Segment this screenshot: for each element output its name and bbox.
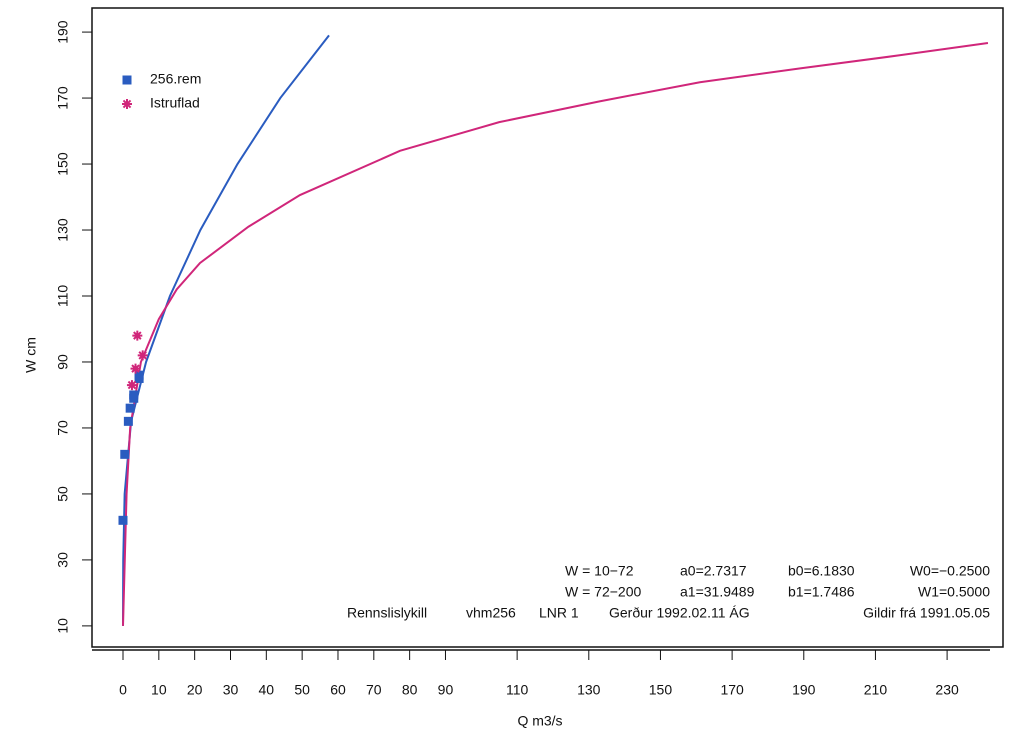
x-tick-label: 50 [294,682,310,698]
y-tick-label: 150 [55,152,71,176]
y-tick-label: 30 [55,552,71,568]
y-tick-label: 110 [55,285,71,308]
annotation: W0=−0.2500 [910,563,990,579]
point [120,449,130,459]
annotation: W = 72−200 [565,584,641,600]
point [137,350,148,361]
plot-frame [91,7,1004,648]
x-tick-label: 80 [402,682,418,698]
point [125,403,135,413]
annotation: W1=0.5000 [918,584,990,600]
y-tick-label: 10 [55,618,71,634]
legend-marker [122,75,132,85]
annotation: Gildir frá 1991.05.05 [863,605,990,621]
point [130,363,141,374]
legend-label: 256.rem [150,71,201,87]
y-tick-label: 130 [55,218,71,242]
curve [122,34,330,626]
annotation: b1=1.7486 [788,584,855,600]
x-tick-label: 230 [935,682,959,698]
point [126,380,137,391]
annotation: LNR 1 [539,605,579,621]
curve [121,41,989,626]
y-tick-label: 190 [55,20,71,44]
x-tick-label: 20 [187,682,203,698]
y-tick-label: 90 [55,354,71,370]
annotation: Rennslislykill [347,605,427,621]
x-tick-label: 130 [577,682,601,698]
annotation: a0=2.7317 [680,563,747,579]
annotation: a1=31.9489 [680,584,755,600]
point [132,330,143,341]
annotation: Gerður 1992.02.11 ÁG [609,605,750,621]
x-axis-label: Q m3/s [517,713,562,729]
point [123,416,133,426]
annotation: vhm256 [466,605,516,621]
x-tick-label: 0 [119,682,127,698]
y-tick-label: 170 [55,86,71,110]
point [129,390,139,400]
x-tick-label: 210 [864,682,888,698]
x-tick-label: 110 [506,682,529,698]
y-tick-label: 50 [55,486,71,502]
annotation: W = 10−72 [565,563,634,579]
legend-label: Istruflad [150,95,200,111]
x-tick-label: 40 [259,682,275,698]
point [118,515,128,525]
x-tick-label: 190 [792,682,816,698]
point [134,370,144,380]
x-tick-label: 70 [366,682,382,698]
x-tick-label: 30 [223,682,239,698]
x-tick-label: 90 [438,682,454,698]
legend-marker [122,99,132,109]
x-tick-label: 10 [151,682,167,698]
y-axis-label: W cm [23,337,39,373]
x-tick-label: 150 [649,682,673,698]
x-tick-label: 170 [720,682,744,698]
x-tick-label: 60 [330,682,346,698]
annotation: b0=6.1830 [788,563,855,579]
y-tick-label: 70 [55,420,71,436]
